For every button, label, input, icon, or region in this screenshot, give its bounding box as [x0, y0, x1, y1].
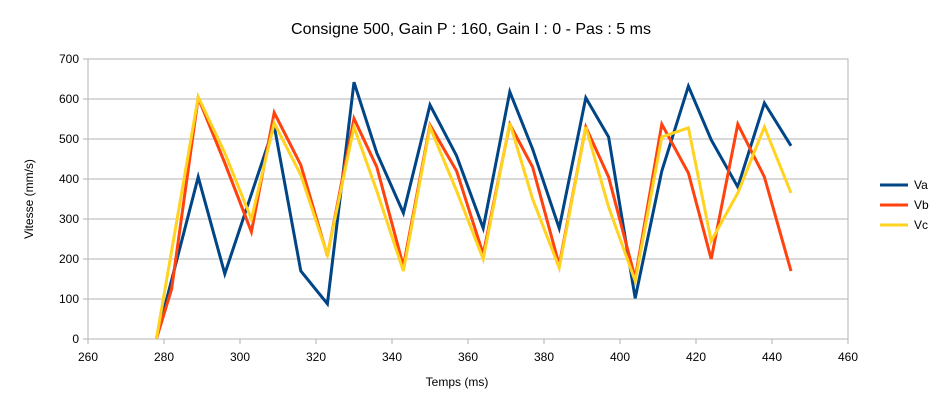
x-tick-label: 280 — [154, 350, 174, 364]
x-tick-label: 420 — [686, 350, 706, 364]
legend: Va Vb Vc — [880, 178, 929, 232]
x-axis-ticks: 260 280 300 320 340 360 380 400 420 440 460 — [78, 339, 858, 364]
series-lines — [154, 81, 793, 340]
y-tick-label: 300 — [59, 212, 79, 226]
y-tick-label: 100 — [59, 292, 79, 306]
x-axis-label: Temps (ms) — [426, 375, 489, 389]
x-tick-label: 340 — [382, 350, 402, 364]
y-tick-label: 400 — [59, 172, 79, 186]
y-tick-label: 0 — [72, 332, 79, 346]
y-tick-label: 500 — [59, 132, 79, 146]
series-line-va — [154, 81, 793, 340]
x-tick-label: 260 — [78, 350, 98, 364]
x-tick-label: 320 — [306, 350, 326, 364]
plot-area — [87, 58, 849, 340]
chart-title: Consigne 500, Gain P : 160, Gain I : 0 -… — [291, 21, 651, 38]
x-tick-label: 300 — [230, 350, 250, 364]
y-axis-ticks: 0 100 200 300 400 500 600 700 — [59, 52, 88, 346]
x-tick-label: 440 — [762, 350, 782, 364]
legend-label-vb: Vb — [914, 198, 929, 212]
x-tick-label: 460 — [838, 350, 858, 364]
x-tick-label: 400 — [610, 350, 630, 364]
series-line-vb — [154, 92, 793, 340]
y-tick-label: 600 — [59, 92, 79, 106]
legend-label-vc: Vc — [914, 218, 928, 232]
y-axis-label: Vitesse (mm/s) — [22, 159, 36, 239]
y-tick-label: 700 — [59, 52, 79, 66]
legend-label-va: Va — [914, 178, 928, 192]
y-tick-label: 200 — [59, 252, 79, 266]
x-tick-label: 360 — [458, 350, 478, 364]
x-tick-label: 380 — [534, 350, 554, 364]
